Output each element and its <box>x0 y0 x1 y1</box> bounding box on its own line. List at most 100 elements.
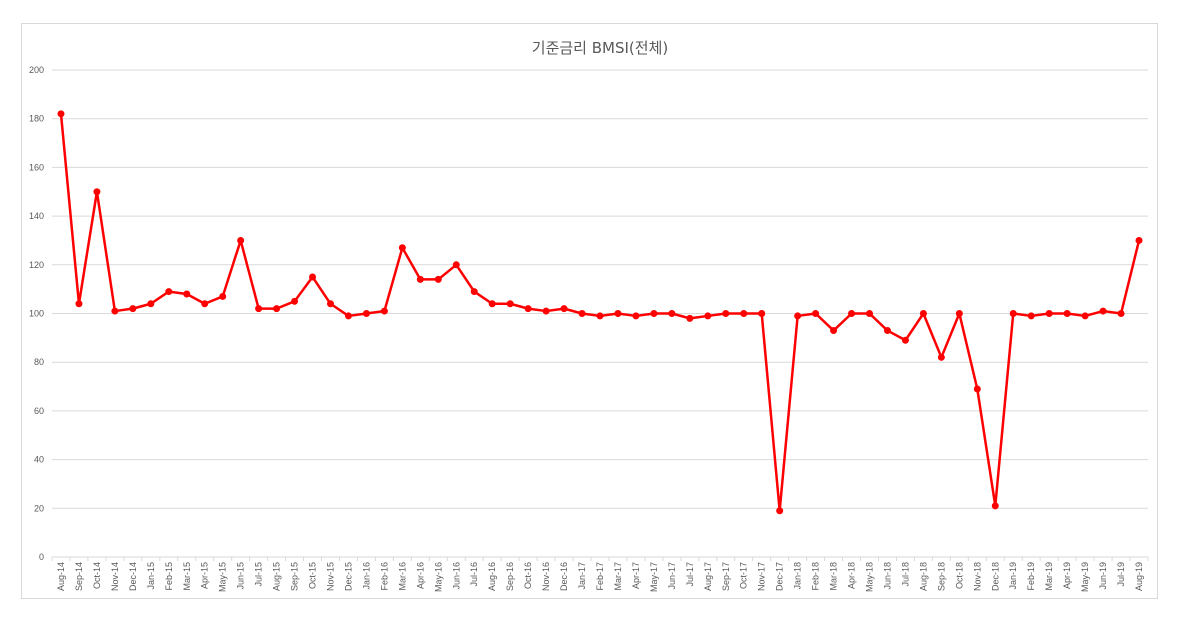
x-tick-label: Mar-19 <box>1044 562 1054 591</box>
data-point-marker[interactable] <box>326 300 334 308</box>
data-point-marker[interactable] <box>506 300 514 308</box>
x-tick-label: Dec-16 <box>559 562 569 591</box>
x-tick-label: Dec-14 <box>128 562 138 591</box>
data-point-marker[interactable] <box>919 310 927 317</box>
x-tick-label: Aug-19 <box>1134 562 1144 591</box>
data-point-marker[interactable] <box>75 300 83 308</box>
x-tick-label: Aug-14 <box>56 562 66 591</box>
data-point-marker[interactable] <box>991 502 999 510</box>
x-tick-label: Mar-18 <box>829 562 839 591</box>
data-point-marker[interactable] <box>434 275 442 283</box>
data-point-marker[interactable] <box>560 305 568 313</box>
x-tick-label: Jul-17 <box>685 562 695 587</box>
x-tick-label: Nov-16 <box>541 562 551 591</box>
data-point-marker[interactable] <box>722 310 730 317</box>
data-point-marker[interactable] <box>129 305 137 313</box>
x-tick-label: Aug-16 <box>487 562 497 591</box>
data-point-marker[interactable] <box>452 261 460 269</box>
data-point-marker[interactable] <box>344 312 352 320</box>
data-point-marker[interactable] <box>1117 310 1125 317</box>
x-tick-label: Sep-14 <box>74 562 84 591</box>
data-point-marker[interactable] <box>362 310 370 317</box>
data-point-marker[interactable] <box>147 300 155 308</box>
x-tick-label: Jan-17 <box>577 562 587 590</box>
data-point-marker[interactable] <box>776 507 784 515</box>
data-point-marker[interactable] <box>866 310 874 317</box>
data-point-marker[interactable] <box>578 310 586 317</box>
data-point-marker[interactable] <box>524 305 532 313</box>
x-tick-label: May-19 <box>1080 562 1090 592</box>
data-point-marker[interactable] <box>380 307 388 315</box>
data-point-marker[interactable] <box>111 307 119 315</box>
data-point-marker[interactable] <box>201 300 209 308</box>
data-point-marker[interactable] <box>255 305 263 313</box>
x-tick-label: Jun-18 <box>882 562 892 590</box>
data-point-marker[interactable] <box>740 310 748 317</box>
x-tick-label: Feb-15 <box>164 562 174 591</box>
x-tick-label: Sep-18 <box>936 562 946 591</box>
data-point-marker[interactable] <box>416 275 424 283</box>
x-tick-label: Jan-18 <box>793 562 803 590</box>
data-point-marker[interactable] <box>758 310 766 317</box>
data-point-marker[interactable] <box>488 300 496 308</box>
data-point-marker[interactable] <box>273 305 281 313</box>
data-point-marker[interactable] <box>596 312 604 320</box>
x-tick-label: Oct-18 <box>954 562 964 589</box>
data-point-marker[interactable] <box>794 312 802 320</box>
data-point-marker[interactable] <box>1063 310 1071 317</box>
x-tick-label: Dec-18 <box>990 562 1000 591</box>
data-point-marker[interactable] <box>650 310 658 317</box>
data-point-marker[interactable] <box>309 273 317 281</box>
data-point-marker[interactable] <box>1027 312 1035 320</box>
x-tick-label: Feb-18 <box>811 562 821 591</box>
data-point-marker[interactable] <box>973 385 981 393</box>
data-point-marker[interactable] <box>848 310 856 317</box>
data-point-marker[interactable] <box>470 288 478 296</box>
data-point-marker[interactable] <box>812 310 820 317</box>
data-point-marker[interactable] <box>93 188 101 196</box>
data-point-marker[interactable] <box>883 327 891 335</box>
x-tick-label: Nov-17 <box>757 562 767 591</box>
data-point-marker[interactable] <box>219 292 227 300</box>
x-tick-label: Jan-15 <box>146 562 156 590</box>
chart-title: 기준금리 BMSI(전체) <box>531 39 669 57</box>
data-point-marker[interactable] <box>237 236 245 244</box>
data-point-marker[interactable] <box>1045 310 1053 317</box>
x-tick-label: Aug-15 <box>272 562 282 591</box>
x-tick-label: Dec-15 <box>343 562 353 591</box>
data-point-marker[interactable] <box>165 288 173 296</box>
x-tick-label: Jul-15 <box>254 562 264 587</box>
data-point-marker[interactable] <box>937 353 945 361</box>
x-tick-label: Feb-19 <box>1026 562 1036 591</box>
y-tick-label: 140 <box>29 211 44 221</box>
x-tick-label: Dec-17 <box>775 562 785 591</box>
data-point-marker[interactable] <box>668 310 676 317</box>
x-tick-label: Mar-16 <box>397 562 407 591</box>
data-point-marker[interactable] <box>686 314 694 322</box>
data-point-marker[interactable] <box>1081 312 1089 320</box>
data-point-marker[interactable] <box>955 310 963 317</box>
data-point-marker[interactable] <box>1009 310 1017 317</box>
data-point-marker[interactable] <box>704 312 712 320</box>
x-tick-label: Feb-17 <box>595 562 605 591</box>
y-tick-label: 200 <box>29 65 44 75</box>
y-tick-label: 80 <box>34 357 44 367</box>
data-point-marker[interactable] <box>614 310 622 317</box>
data-point-marker[interactable] <box>1099 307 1107 315</box>
y-tick-label: 40 <box>34 455 44 465</box>
x-tick-label: Oct-15 <box>308 562 318 589</box>
data-point-marker[interactable] <box>398 244 406 252</box>
y-tick-label: 0 <box>39 552 44 562</box>
data-point-marker[interactable] <box>291 297 299 305</box>
data-point-marker[interactable] <box>1135 236 1143 244</box>
x-tick-label: Jul-19 <box>1116 562 1126 587</box>
data-point-marker[interactable] <box>57 110 65 118</box>
x-tick-label: Sep-16 <box>505 562 515 591</box>
x-tick-label: Nov-14 <box>110 562 120 591</box>
data-series <box>57 110 1143 515</box>
data-point-marker[interactable] <box>830 327 838 335</box>
data-point-marker[interactable] <box>901 336 909 344</box>
data-point-marker[interactable] <box>542 307 550 315</box>
data-point-marker[interactable] <box>632 312 640 320</box>
data-point-marker[interactable] <box>183 290 191 298</box>
